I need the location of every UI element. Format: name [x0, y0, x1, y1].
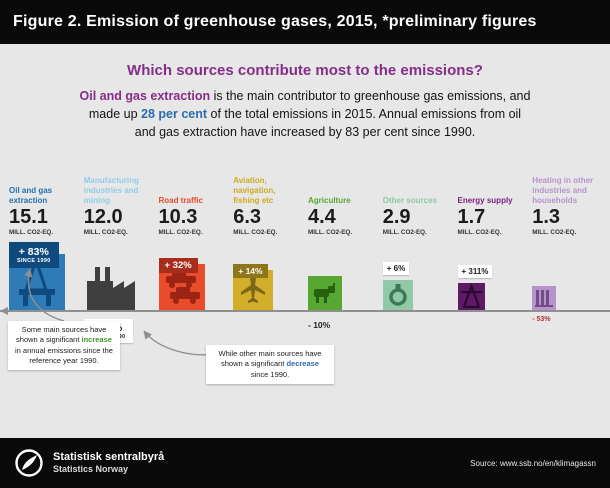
radiator-icon	[532, 286, 557, 311]
annotation-increase: Some main sources have shown a significa…	[8, 321, 120, 370]
category-unit: MILL. CO2-EQ.	[457, 229, 502, 237]
category-unit: MILL. CO2-EQ.	[83, 229, 128, 237]
category-unit: MILL. CO2-EQ.	[158, 229, 203, 237]
statistics-norway-logo-icon	[15, 449, 43, 477]
figure-title-bar: Figure 2. Emission of greenhouse gases, …	[0, 0, 610, 44]
footer-bar: Statistisk sentralbyrå Statistics Norway…	[0, 438, 610, 488]
category-unit: MILL. CO2-EQ.	[233, 229, 278, 237]
chart-column-other-sources: Other sources 2.9 MILL. CO2-EQ. + 6%	[380, 163, 455, 343]
category-label: Heating in other industries and househol…	[532, 176, 594, 205]
section-heading: Which sources contribute most to the emi…	[127, 62, 483, 79]
lead-paragraph: Oil and gas extraction is the main contr…	[79, 88, 531, 141]
category-label: Oil and gas extraction	[9, 186, 53, 205]
category-unit: MILL. CO2-EQ.	[382, 229, 427, 237]
change-badge: + 32%	[158, 258, 198, 274]
org-name-norwegian: Statistisk sentralbyrå	[53, 450, 165, 463]
lead-highlight-oil-gas: Oil and gas extraction	[79, 89, 211, 103]
category-value: 1.7	[457, 206, 486, 229]
category-label: Aviation, navigation, fishing etc	[233, 176, 276, 205]
category-unit: MILL. CO2-EQ.	[9, 229, 54, 237]
chart-column-energy-supply: Energy supply 1.7 MILL. CO2-EQ. + 311%	[455, 163, 530, 343]
change-badge: + 14%	[233, 264, 268, 279]
annotation-decrease: While other main sources have shown a si…	[206, 345, 334, 384]
category-value: 1.3	[532, 206, 561, 229]
change-badge: + 83% SINCE 1990	[9, 242, 59, 269]
category-label: Other sources	[382, 195, 437, 205]
category-value: 2.9	[382, 206, 411, 229]
category-value: 6.3	[233, 206, 262, 229]
category-label: Agriculture	[308, 195, 351, 205]
chart-columns: Oil and gas extraction 15.1 MILL. CO2-EQ…	[6, 163, 604, 344]
chart-column-road-traffic: Road traffic 10.3 MILL. CO2-EQ. + 32%	[156, 163, 231, 343]
change-badge: + 6%	[382, 262, 410, 276]
category-label: Manufacturing industries and mining	[83, 176, 139, 205]
org-name-english: Statistics Norway	[53, 464, 129, 475]
change-text-below: - 53%	[532, 316, 551, 324]
chart-column-oil-gas: Oil and gas extraction 15.1 MILL. CO2-EQ…	[6, 163, 81, 343]
lead-text-1: is the main contributor to greenhouse ga…	[88, 89, 531, 121]
chart-column-agriculture: Agriculture 4.4 MILL. CO2-EQ.	[305, 163, 380, 343]
factory-icon	[84, 262, 140, 311]
power-pylon-icon	[457, 283, 485, 311]
lead-highlight-28pct: 28 per cent	[141, 106, 208, 121]
category-label: Road traffic	[158, 195, 203, 205]
category-unit: MILL. CO2-EQ.	[532, 229, 577, 237]
category-label: Energy supply	[457, 195, 513, 205]
category-value: 12.0	[83, 206, 123, 229]
category-value: 15.1	[9, 206, 48, 229]
other-sources-icon	[382, 280, 413, 311]
chart-column-aviation: Aviation, navigation, fishing etc 6.3 MI…	[230, 163, 305, 343]
change-badge: + 311%	[457, 265, 493, 279]
lead-text-2: of the total emissions in 2015. Annual e…	[134, 106, 522, 139]
category-value: 4.4	[308, 206, 336, 229]
chart-column-heating: Heating in other industries and househol…	[529, 163, 604, 343]
source-text: Source: www.ssb.no/en/klimagassn	[470, 458, 596, 468]
category-value: 10.3	[158, 206, 198, 229]
annotation-increase-highlight: increase	[81, 335, 112, 345]
cow-icon	[308, 276, 342, 311]
change-text-below: - 10%	[308, 320, 331, 331]
category-unit: MILL. CO2-EQ.	[308, 229, 353, 237]
annotation-decrease-highlight: decrease	[286, 359, 319, 369]
emissions-chart: Oil and gas extraction 15.1 MILL. CO2-EQ…	[0, 163, 610, 384]
axis-left-arrow	[0, 306, 8, 315]
chart-column-manufacturing: Manufacturing industries and mining 12.0…	[81, 163, 156, 344]
baseline-axis	[0, 310, 610, 313]
figure-title: Figure 2. Emission of greenhouse gases, …	[13, 13, 537, 30]
